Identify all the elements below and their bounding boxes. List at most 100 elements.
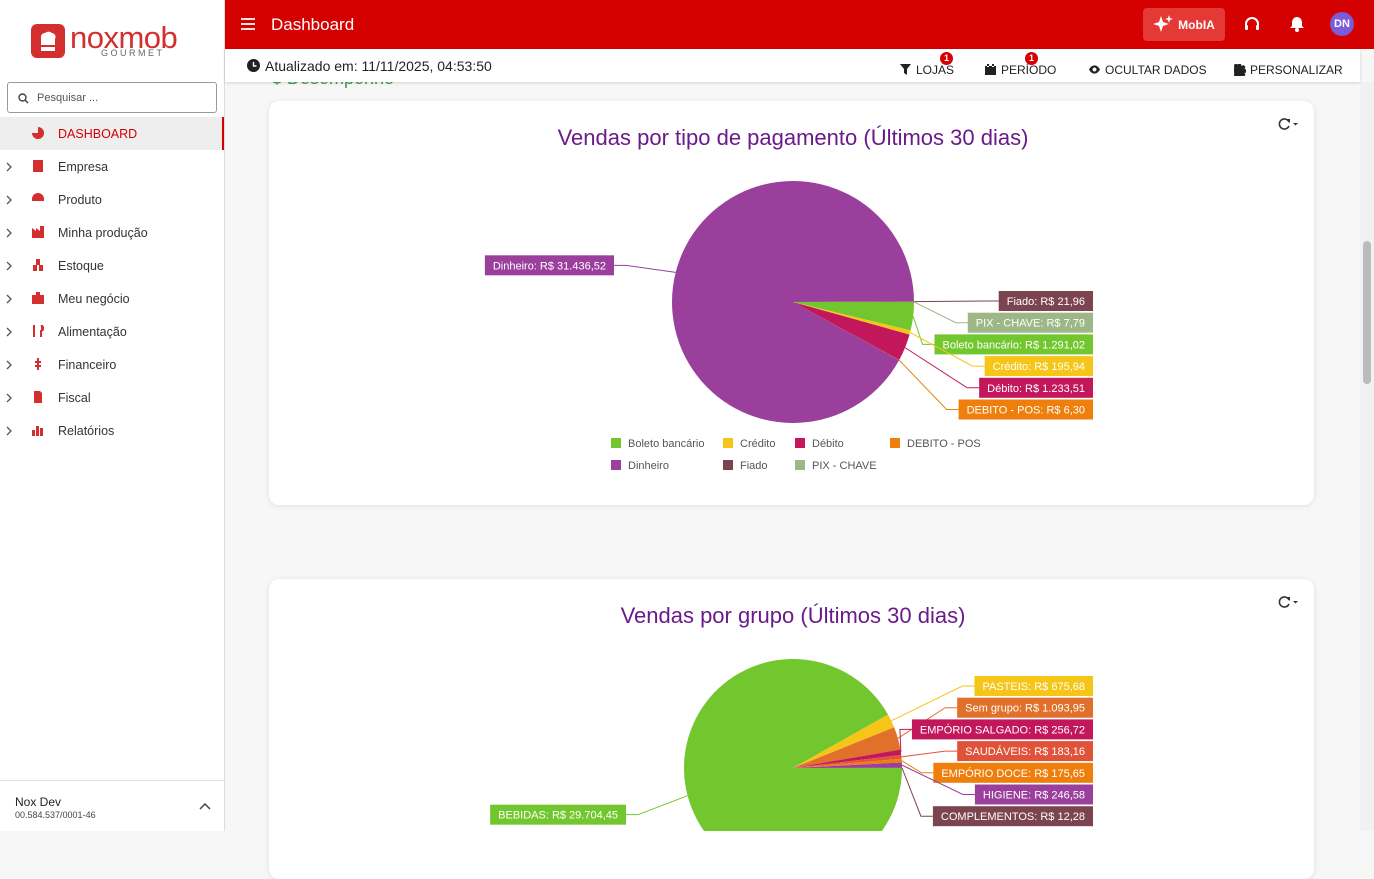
legend-swatch: [611, 460, 621, 470]
chart-card: Vendas por grupo (Últimos 30 dias)PASTEI…: [269, 579, 1314, 879]
chevron-right: [5, 327, 13, 337]
label-connector: [626, 796, 688, 815]
menu-icon: [32, 226, 44, 238]
chevron-line: [7, 295, 11, 303]
chart-card: Vendas por tipo de pagamento (Últimos 30…: [269, 101, 1314, 505]
menu-item[interactable]: Alimentação: [0, 315, 224, 348]
scrollbar-thumb[interactable]: [1363, 241, 1371, 384]
refresh-arrow: [1286, 119, 1298, 126]
chevron-line: [7, 262, 11, 270]
notifications-icon[interactable]: [1290, 16, 1304, 32]
chevron-line: [7, 196, 11, 204]
chevron-line: [7, 229, 11, 237]
legend-swatch: [611, 438, 621, 448]
legend-item[interactable]: Dinheiro: [611, 460, 669, 472]
menu-icon-shape: [34, 325, 43, 337]
data-label: PASTEIS: R$ 675,68: [982, 681, 1085, 693]
menu-icon-shape: [34, 391, 42, 403]
legend-item[interactable]: PIX - CHAVE: [795, 460, 877, 472]
menu-item[interactable]: Meu negócio: [0, 282, 224, 315]
legend-item[interactable]: Fiado: [723, 460, 768, 472]
menu-item[interactable]: Financeiro: [0, 348, 224, 381]
menu-icon-shape: [32, 193, 44, 201]
menu-icon-shape: [33, 160, 43, 172]
chart: Vendas por tipo de pagamento (Últimos 30…: [269, 101, 1314, 505]
menu-item[interactable]: DASHBOARD: [0, 117, 224, 150]
menu-item[interactable]: Minha produção: [0, 216, 224, 249]
menu-item[interactable]: Produto: [0, 183, 224, 216]
menu-icon: [32, 259, 44, 271]
menu-icon: [32, 160, 44, 172]
menu-icon: [32, 292, 44, 304]
menu-toggle[interactable]: [241, 17, 255, 31]
label-connector: [901, 751, 957, 757]
legend-swatch: [723, 460, 733, 470]
data-label: Dinheiro: R$ 31.436,52: [493, 260, 606, 272]
data-label: PIX - CHAVE: R$ 7,79: [976, 318, 1085, 330]
data-label: BEBIDAS: R$ 29.704,45: [498, 810, 618, 822]
clock-icon: [247, 59, 260, 72]
legend-item[interactable]: Boleto bancário: [611, 438, 704, 450]
filter-icon-shape: [900, 64, 911, 75]
data-label: Sem grupo: R$ 1.093,95: [965, 703, 1085, 715]
filter-badge: 1: [940, 52, 953, 65]
data-label: SAUDÁVEIS: R$ 183,16: [965, 745, 1085, 758]
label-connector: [614, 265, 676, 272]
chevron-right: [5, 360, 13, 370]
menu-icon: [32, 358, 44, 370]
label-connector: [914, 301, 999, 302]
menu-item[interactable]: Estoque: [0, 249, 224, 282]
data-label: Boleto bancário: R$ 1.291,02: [943, 339, 1086, 351]
data-label: COMPLEMENTOS: R$ 12,28: [941, 811, 1085, 823]
menu-icon-shape: [32, 426, 43, 436]
legend-label: Dinheiro: [628, 460, 669, 472]
legend-label: Débito: [812, 438, 844, 450]
scrollbar[interactable]: [1360, 82, 1374, 831]
menu-icon-shape: [35, 358, 41, 370]
legend-swatch: [795, 438, 805, 448]
screen: {"sidebar":{"logo":"noxmob","logo_sub":"…: [0, 0, 1374, 831]
chevron-right: [5, 294, 13, 304]
filter-button[interactable]: OCULTAR DADOS: [1089, 63, 1207, 77]
filter-label: LOJAS: [916, 63, 954, 77]
logo-icon: [31, 24, 65, 58]
search-icon: [18, 93, 29, 104]
menu-icon: [32, 325, 44, 337]
legend-item[interactable]: Crédito: [723, 438, 775, 450]
legend-swatch: [890, 438, 900, 448]
assistant-button[interactable]: MobIA: [1143, 8, 1225, 41]
refresh-button[interactable]: [1279, 597, 1298, 607]
legend-swatch: [795, 460, 805, 470]
menu-item[interactable]: Fiscal: [0, 381, 224, 414]
user-panel[interactable]: Nox Dev 00.584.537/0001-46: [0, 780, 224, 831]
menu-label: Alimentação: [58, 325, 127, 339]
updated-at: Atualizado em: 11/11/2025, 04:53:50: [265, 58, 492, 74]
filter-icon-shape: [1089, 65, 1100, 73]
filter-icon-shape: [1234, 64, 1246, 76]
legend-label: Boleto bancário: [628, 438, 704, 450]
label-connector: [902, 761, 934, 773]
data-label: EMPÓRIO SALGADO: R$ 256,72: [920, 723, 1085, 736]
search-box[interactable]: Pesquisar ...: [7, 82, 217, 113]
data-label: DEBITO - POS: R$ 6,30: [967, 405, 1085, 417]
filter-icon: [985, 64, 997, 76]
filter-button[interactable]: PERSONALIZAR: [1234, 63, 1343, 77]
filter-icon-shape: [985, 64, 996, 75]
support-icon[interactable]: [1244, 17, 1260, 32]
filter-label: PERÍODO: [1001, 63, 1056, 77]
label-connector: [899, 360, 958, 409]
avatar[interactable]: DN: [1330, 12, 1354, 36]
legend-item[interactable]: DEBITO - POS: [890, 438, 981, 450]
menu-label: Financeiro: [58, 358, 116, 372]
toolbar: Atualizado em: 11/11/2025, 04:53:50 LOJA…: [225, 49, 1360, 82]
menu-label: Estoque: [58, 259, 104, 273]
refresh-button[interactable]: [1279, 119, 1298, 129]
refresh-arrow: [1286, 597, 1298, 604]
legend-item[interactable]: Débito: [795, 438, 844, 450]
menu-label: Minha produção: [58, 226, 148, 240]
menu-item[interactable]: Relatórios: [0, 414, 224, 447]
data-label: EMPÓRIO DOCE: R$ 175,65: [941, 767, 1085, 780]
menu-item[interactable]: Empresa: [0, 150, 224, 183]
